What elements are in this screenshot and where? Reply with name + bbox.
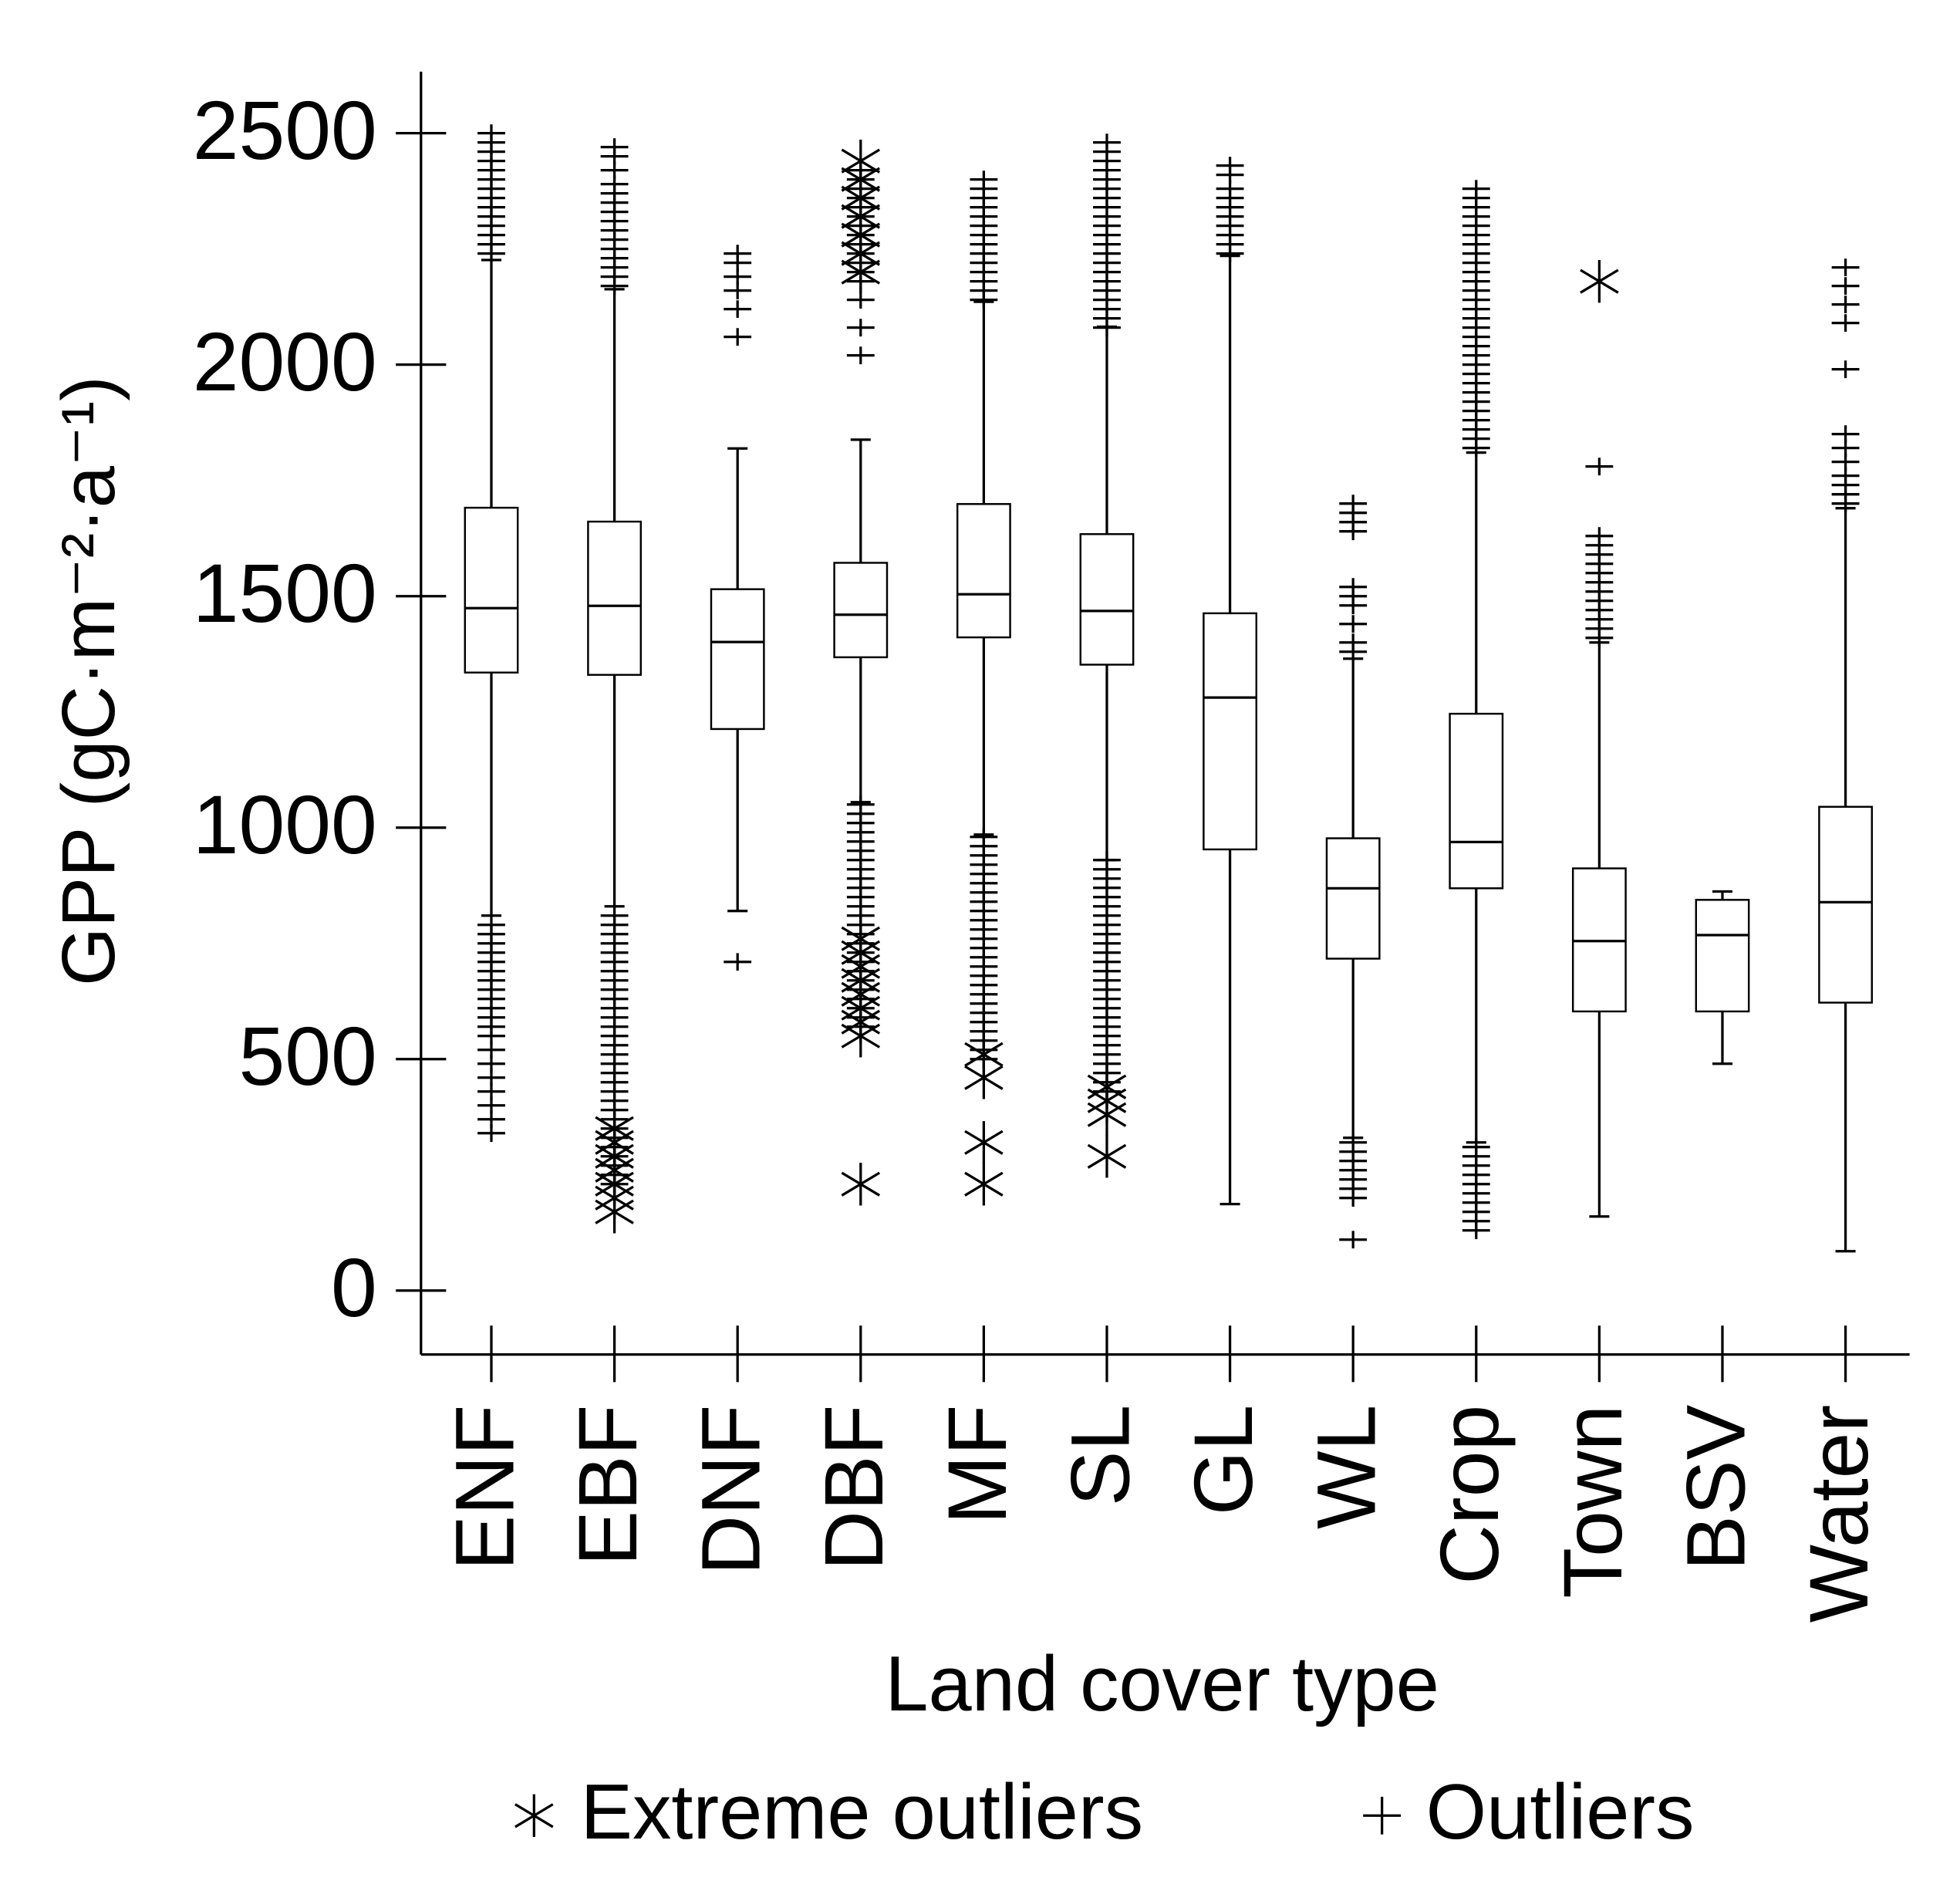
box: [1449, 712, 1504, 890]
outlier: [1339, 1231, 1368, 1249]
box: [1695, 899, 1750, 1013]
extreme-outlier: [964, 1121, 1004, 1164]
y-tick-label: 2500: [193, 84, 377, 177]
x-tick-label: Town: [1547, 1405, 1639, 1599]
x-tick-label: GL: [1177, 1405, 1270, 1515]
x-tick-label: DBF: [808, 1405, 900, 1571]
outlier: [1093, 851, 1121, 870]
extreme-outlier: [964, 1033, 1004, 1076]
x-tick-label: MF: [931, 1405, 1024, 1525]
outlier: [1831, 360, 1860, 379]
x-axis-title: Land cover type: [885, 1641, 1439, 1727]
box: [833, 562, 889, 659]
x-tick-label: EBF: [562, 1405, 654, 1566]
outlier: [477, 916, 505, 934]
outlier: [846, 291, 875, 309]
outlier: [1831, 258, 1860, 277]
x-tick-label: BSV: [1669, 1404, 1762, 1570]
extreme-outlier: [595, 1107, 634, 1150]
outlier: [1831, 425, 1860, 444]
box: [710, 588, 765, 731]
box: [1079, 533, 1135, 666]
box: [1818, 805, 1874, 1004]
outlier: [1462, 1138, 1490, 1157]
x-tick-label: DNF: [685, 1405, 778, 1575]
outlier: [1585, 527, 1614, 545]
outlier: [1339, 1133, 1368, 1152]
extreme-outlier: [1087, 1135, 1127, 1178]
outlier: [1831, 295, 1860, 314]
outlier: [846, 795, 875, 814]
outlier: [970, 171, 998, 189]
legend-extreme-marker: [514, 1794, 554, 1837]
box: [956, 503, 1011, 639]
outlier: [600, 907, 629, 925]
outlier: [846, 346, 875, 365]
box: [1203, 612, 1258, 851]
box: [1325, 837, 1381, 960]
outlier: [1093, 133, 1121, 152]
legend-label: Outliers: [1426, 1769, 1695, 1856]
extreme-outlier: [1580, 259, 1619, 303]
legend-label: Extreme outliers: [581, 1769, 1143, 1856]
x-tick-label: Crop: [1423, 1405, 1516, 1585]
x-tick-label: ENF: [438, 1405, 531, 1571]
outlier: [1462, 180, 1490, 198]
extreme-outlier: [964, 1163, 1004, 1206]
x-tick-label: WL: [1300, 1405, 1393, 1529]
outlier: [477, 124, 505, 143]
box: [587, 520, 643, 676]
outlier: [1339, 495, 1368, 513]
y-tick-label: 2000: [193, 316, 377, 408]
legend: Extreme outliers Outliers: [514, 1769, 1695, 1856]
extreme-outlier: [841, 1163, 881, 1206]
y-tick-label: 1000: [193, 778, 377, 871]
extreme-outlier: [841, 139, 881, 183]
y-axis-title: GPP (gC·m⁻²·a⁻¹): [46, 376, 130, 986]
outlier: [1339, 615, 1368, 633]
y-tick-label: 1500: [193, 547, 377, 640]
outlier: [1216, 157, 1244, 175]
outlier: [724, 245, 752, 263]
outlier: [970, 828, 998, 846]
legend-outlier-marker: [1363, 1796, 1402, 1835]
x-tick-label: SL: [1054, 1405, 1146, 1506]
outlier: [1831, 277, 1860, 295]
box: [464, 506, 519, 674]
x-tick-label: Water: [1793, 1405, 1885, 1623]
extreme-outlier: [1087, 1065, 1127, 1109]
y-tick-label: 500: [238, 1010, 376, 1103]
outlier: [1831, 314, 1860, 333]
extreme-outlier: [841, 917, 881, 961]
y-tick-label: 0: [331, 1241, 377, 1334]
outlier: [1339, 578, 1368, 596]
outlier: [1339, 633, 1368, 652]
outlier: [846, 319, 875, 337]
outlier: [724, 328, 752, 346]
outlier: [724, 953, 752, 971]
outlier: [1585, 458, 1614, 476]
outlier: [600, 138, 629, 157]
outlier: [724, 300, 752, 319]
